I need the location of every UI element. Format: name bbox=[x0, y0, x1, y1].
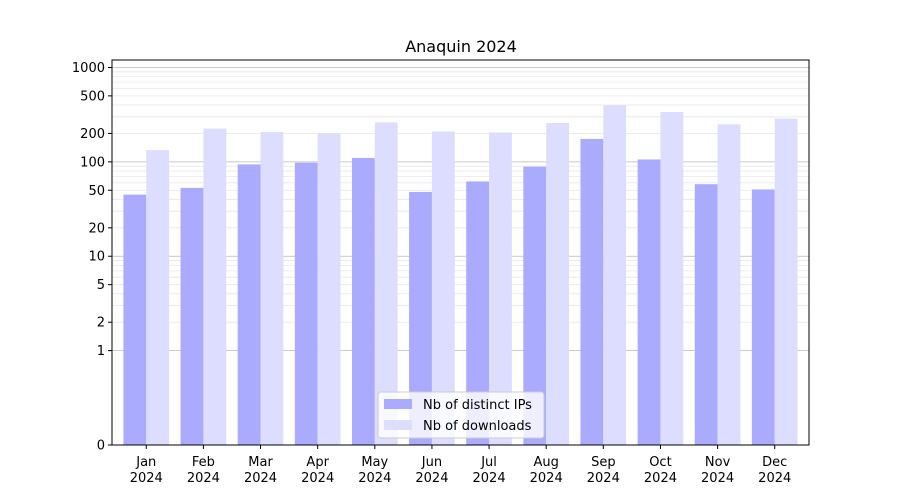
x-tick-label-month: Apr bbox=[306, 455, 329, 470]
bar-distinct-ips-may bbox=[351, 157, 375, 445]
bar-distinct-ips-apr bbox=[294, 162, 318, 445]
bar-distinct-ips-jun bbox=[409, 191, 432, 445]
bar-downloads-sep bbox=[603, 105, 627, 446]
y-tick-label: 50 bbox=[88, 184, 105, 199]
bar-distinct-ips-mar bbox=[237, 164, 261, 446]
legend-box bbox=[377, 391, 545, 439]
y-tick-label: 2 bbox=[97, 316, 105, 331]
y-tick-label: 1 bbox=[97, 344, 105, 359]
x-tick-label-year: 2024 bbox=[358, 471, 391, 486]
bar-downloads-oct bbox=[660, 112, 684, 446]
x-tick-label-month: May bbox=[361, 455, 388, 470]
x-tick-label-month: Jul bbox=[480, 455, 497, 470]
legend: Nb of distinct IPs Nb of downloads bbox=[377, 391, 545, 439]
bar-distinct-ips-feb bbox=[180, 187, 204, 446]
legend-swatch bbox=[384, 399, 412, 409]
x-tick-label-month: Sep bbox=[591, 455, 616, 470]
bar-downloads-jan bbox=[146, 150, 170, 445]
x-tick-label-year: 2024 bbox=[758, 471, 791, 486]
y-tick-label: 0 bbox=[97, 439, 105, 454]
y-tick-label: 20 bbox=[88, 221, 105, 236]
bar-distinct-ips-jan bbox=[123, 194, 147, 445]
legend-swatch bbox=[384, 420, 412, 430]
x-tick-label-month: Nov bbox=[705, 455, 731, 470]
y-tick-label: 1000 bbox=[72, 61, 105, 76]
bar-downloads-dec bbox=[774, 118, 798, 445]
bar-downloads-apr bbox=[317, 133, 341, 445]
bar-distinct-ips-aug bbox=[523, 166, 547, 446]
legend-label: Nb of distinct IPs bbox=[423, 398, 532, 413]
bar-downloads-jun bbox=[431, 131, 455, 445]
bar-distinct-ips-nov bbox=[694, 184, 718, 445]
bar-downloads-nov bbox=[717, 124, 741, 446]
x-tick-label-month: Jun bbox=[421, 455, 442, 470]
x-tick-label-year: 2024 bbox=[187, 471, 220, 486]
x-tick-label-month: Aug bbox=[534, 455, 559, 470]
grid bbox=[112, 67, 809, 352]
x-tick-label-month: Oct bbox=[649, 455, 671, 470]
bar-distinct-ips-dec bbox=[751, 189, 775, 445]
x-tick-label-year: 2024 bbox=[473, 471, 506, 486]
x-tick-label-year: 2024 bbox=[244, 471, 277, 486]
y-tick-label: 5 bbox=[97, 278, 105, 293]
x-tick-label-year: 2024 bbox=[587, 471, 620, 486]
y-tick-label: 10 bbox=[88, 250, 105, 265]
chart-title: Anaquin 2024 bbox=[405, 37, 517, 56]
x-tick-label-year: 2024 bbox=[530, 471, 563, 486]
bar-downloads-feb bbox=[203, 128, 227, 446]
bar-distinct-ips-sep bbox=[580, 138, 604, 445]
bar-distinct-ips-jul bbox=[466, 181, 490, 445]
x-tick-label-year: 2024 bbox=[701, 471, 734, 486]
bar-distinct-ips-oct bbox=[637, 159, 661, 445]
x-tick-label-month: Jan bbox=[135, 455, 156, 470]
x-tick-label-month: Mar bbox=[248, 455, 273, 470]
y-tick-label: 200 bbox=[80, 127, 105, 142]
x-tick-label-year: 2024 bbox=[644, 471, 677, 486]
x-tick-label-month: Feb bbox=[192, 455, 215, 470]
x-axis: Jan2024Feb2024Mar2024Apr2024May2024Jun20… bbox=[130, 445, 791, 486]
plot-frame bbox=[111, 59, 810, 446]
x-tick-label-month: Dec bbox=[762, 455, 787, 470]
y-tick-label: 100 bbox=[80, 155, 105, 170]
bar-downloads-aug bbox=[546, 123, 570, 445]
y-axis: 0 1 2 5 10 20 50 100 200 500 1000 bbox=[72, 61, 112, 454]
legend-label: Nb of downloads bbox=[423, 419, 532, 434]
y-tick-label: 500 bbox=[80, 89, 105, 104]
bar-downloads-may bbox=[374, 122, 398, 445]
x-tick-label-year: 2024 bbox=[415, 471, 448, 486]
bars bbox=[123, 105, 798, 446]
x-tick-label-year: 2024 bbox=[130, 471, 163, 486]
x-tick-label-year: 2024 bbox=[301, 471, 334, 486]
bar-downloads-mar bbox=[260, 132, 284, 445]
bar-downloads-jul bbox=[489, 132, 512, 445]
